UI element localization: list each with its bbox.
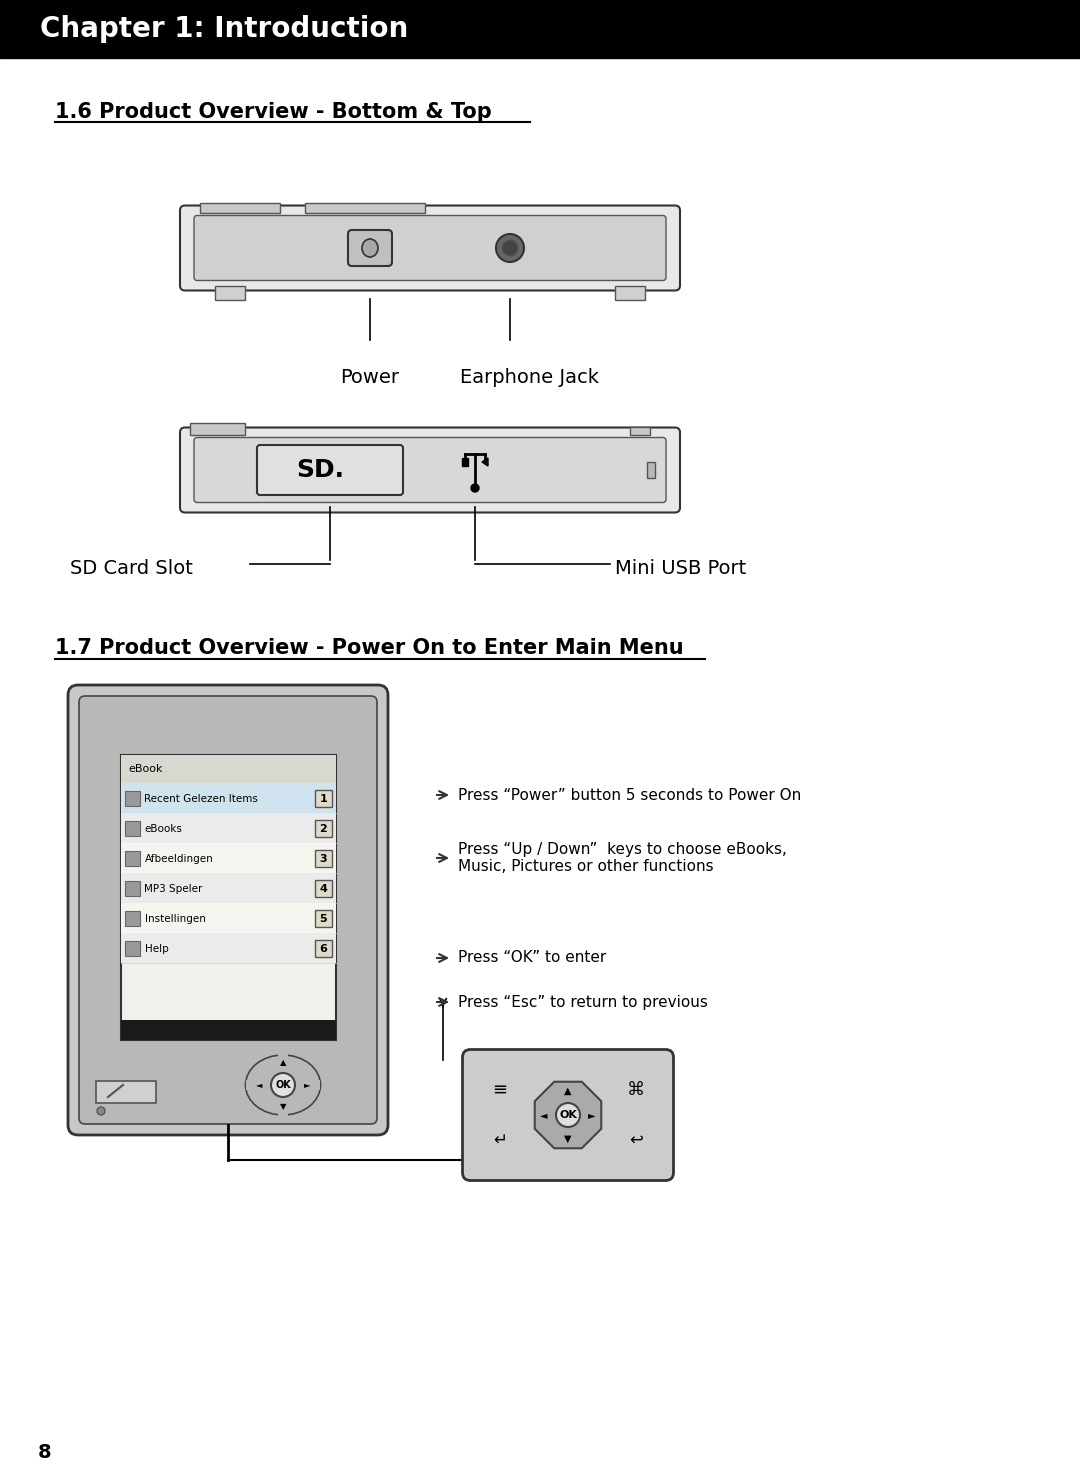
Bar (0, 0, 1080, 58)
FancyBboxPatch shape (462, 1050, 674, 1180)
Bar (124, 821, 139, 836)
FancyBboxPatch shape (180, 427, 680, 513)
Circle shape (97, 1106, 105, 1115)
FancyBboxPatch shape (194, 216, 666, 281)
Text: ↩: ↩ (629, 1131, 643, 1149)
Text: 3: 3 (320, 854, 327, 864)
Bar (278, 1100, 288, 1120)
Text: ▼: ▼ (280, 1102, 286, 1112)
Bar (215, 285, 245, 300)
Text: Press “Esc” to return to previous: Press “Esc” to return to previous (458, 994, 707, 1009)
Circle shape (471, 484, 480, 492)
Text: Press “Power” button 5 seconds to Power On: Press “Power” button 5 seconds to Power … (458, 787, 801, 802)
Bar (314, 820, 332, 837)
Bar (314, 849, 332, 867)
Text: ►: ► (589, 1111, 596, 1120)
Bar (96, 1081, 156, 1103)
FancyBboxPatch shape (68, 685, 388, 1134)
Bar (246, 1080, 264, 1090)
Text: 8: 8 (38, 1443, 52, 1462)
Bar (124, 911, 139, 926)
Bar (314, 939, 332, 957)
Bar (124, 880, 139, 897)
FancyBboxPatch shape (348, 230, 392, 266)
FancyBboxPatch shape (79, 696, 377, 1124)
Text: ►: ► (303, 1081, 310, 1090)
Text: ↵: ↵ (494, 1131, 507, 1149)
Bar (121, 783, 336, 812)
Text: ⌘: ⌘ (627, 1081, 645, 1099)
Text: 2: 2 (320, 824, 327, 835)
Text: ◄: ◄ (540, 1111, 548, 1120)
Text: MP3 Speler: MP3 Speler (145, 885, 203, 894)
Text: Power: Power (340, 368, 400, 387)
Bar (305, 202, 426, 213)
Text: ◄: ◄ (256, 1081, 262, 1090)
Text: eBook: eBook (129, 764, 163, 774)
Text: SD Card Slot: SD Card Slot (70, 558, 193, 578)
Bar (121, 933, 336, 963)
Text: ▼: ▼ (564, 1134, 571, 1145)
Bar (190, 422, 245, 434)
Text: Instellingen: Instellingen (145, 914, 205, 925)
Text: Afbeeldingen: Afbeeldingen (145, 854, 213, 864)
Text: eBooks: eBooks (145, 824, 183, 835)
Text: SD.: SD. (296, 458, 345, 482)
Bar (121, 755, 336, 1040)
Text: OK: OK (275, 1080, 291, 1090)
Bar (462, 458, 468, 467)
Bar (121, 755, 336, 783)
Text: Help: Help (145, 944, 168, 954)
Bar (630, 427, 650, 434)
Bar (121, 1021, 336, 1040)
Bar (124, 792, 139, 806)
Text: ≡: ≡ (492, 1081, 508, 1099)
Bar (121, 843, 336, 873)
Bar (124, 941, 139, 956)
Bar (314, 910, 332, 928)
Ellipse shape (502, 239, 518, 256)
Bar (302, 1080, 320, 1090)
Text: 5: 5 (320, 914, 327, 925)
Text: Mini USB Port: Mini USB Port (615, 558, 746, 578)
Bar (314, 880, 332, 897)
Text: Earphone Jack: Earphone Jack (460, 368, 599, 387)
Bar (200, 202, 280, 213)
Bar (647, 462, 654, 479)
FancyBboxPatch shape (257, 445, 403, 495)
Bar (121, 873, 336, 902)
Bar (615, 285, 645, 300)
Text: ▲: ▲ (280, 1059, 286, 1068)
Text: Press “OK” to enter: Press “OK” to enter (458, 951, 606, 966)
Text: OK: OK (559, 1111, 577, 1120)
Text: 1.7 Product Overview - Power On to Enter Main Menu: 1.7 Product Overview - Power On to Enter… (55, 638, 684, 657)
Ellipse shape (271, 1072, 295, 1097)
Text: Chapter 1: Introduction: Chapter 1: Introduction (40, 15, 408, 43)
Ellipse shape (245, 1055, 321, 1115)
Text: Press “Up / Down”  keys to choose eBooks,
Music, Pictures or other functions: Press “Up / Down” keys to choose eBooks,… (458, 842, 787, 874)
Bar (278, 1052, 288, 1069)
Text: 4: 4 (320, 885, 327, 894)
FancyBboxPatch shape (194, 437, 666, 502)
Text: 6: 6 (320, 944, 327, 954)
Text: Recent Gelezen Items: Recent Gelezen Items (145, 795, 258, 803)
Bar (314, 790, 332, 806)
Polygon shape (482, 458, 488, 467)
Bar (121, 902, 336, 933)
Text: 1.6 Product Overview - Bottom & Top: 1.6 Product Overview - Bottom & Top (55, 102, 491, 123)
Bar (121, 812, 336, 843)
Text: ▲: ▲ (564, 1086, 571, 1096)
Ellipse shape (362, 239, 378, 257)
Ellipse shape (556, 1103, 580, 1127)
Bar (124, 851, 139, 866)
FancyBboxPatch shape (180, 205, 680, 291)
Text: 1: 1 (320, 795, 327, 803)
Ellipse shape (496, 233, 524, 261)
